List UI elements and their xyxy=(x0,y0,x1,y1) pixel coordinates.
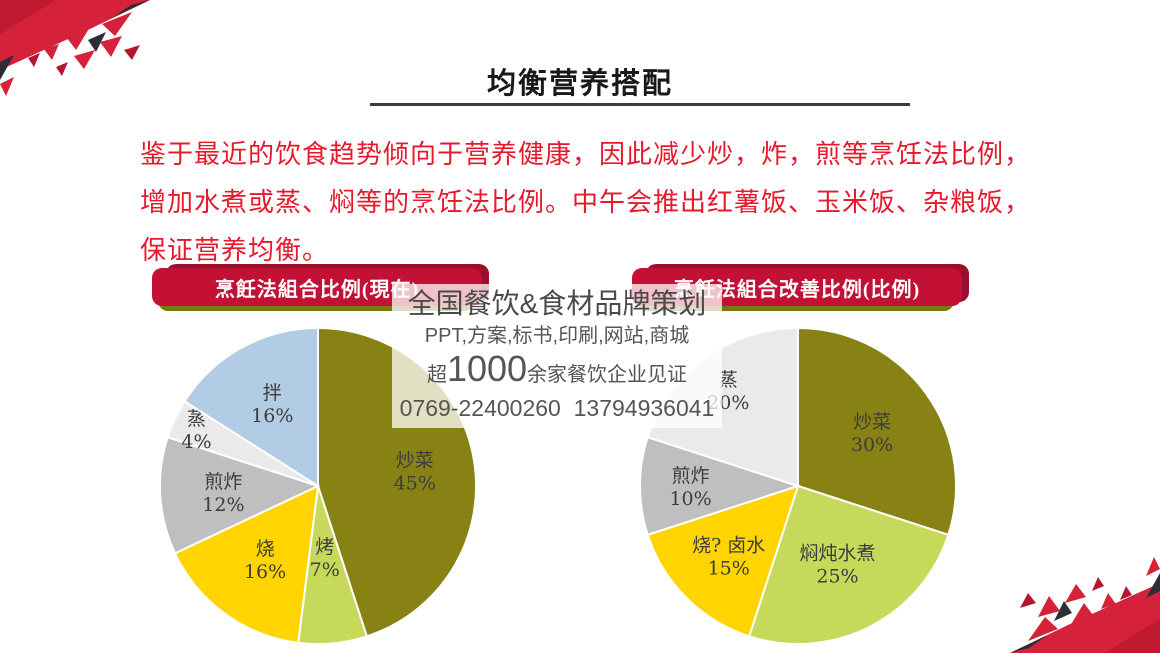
pie-slice xyxy=(747,484,950,646)
pie-slice xyxy=(173,484,320,644)
corner-triangles-decoration-icon xyxy=(1010,557,1160,653)
pie-slice-label: 煎炸 10% xyxy=(669,465,711,510)
pie-slice-label: 炒菜 30% xyxy=(851,411,893,456)
pie-slice-label: 煎炸 12% xyxy=(202,471,244,516)
banner-stripe xyxy=(158,301,474,311)
body-line-3: 保证营养均衡。 xyxy=(140,235,330,265)
pie-slice-label: 蒸 4% xyxy=(181,408,211,453)
pie-slice xyxy=(638,435,802,537)
watermark-phone: 0769-22400260 13794936041 xyxy=(399,395,715,421)
banner-stripe xyxy=(638,301,954,311)
pie-slice-label: 炒菜 45% xyxy=(394,450,436,495)
watermark-brand: 全国餐饮&食材品牌策划 xyxy=(407,288,707,319)
watermark-claim: 超1000余家餐饮企业见证 xyxy=(426,348,688,389)
pie-slice-label: 烧 16% xyxy=(244,538,286,583)
pie-slice-label: 烤 7% xyxy=(310,536,340,581)
watermark-services: PPT,方案,标书,印刷,网站,商城 xyxy=(424,325,690,347)
body-line-2: 增加水煮或蒸、焖等的烹饪法比例。中午会推出红薯饭、玉米饭、杂粮饭， xyxy=(140,187,1032,217)
pie-slice-label: 焖炖水煮 25% xyxy=(799,542,875,587)
watermark: 全国餐饮&食材品牌策划 PPT,方案,标书,印刷,网站,商城 超1000余家餐饮… xyxy=(392,284,722,428)
body-paragraph: 鉴于最近的饮食趋势倾向于营养健康，因此减少炒，炸，煎等烹饪法比例， 增加水煮或蒸… xyxy=(140,130,1130,274)
pie-slice xyxy=(158,435,321,555)
corner-triangles-decoration-icon xyxy=(0,0,150,96)
title-underline xyxy=(370,103,910,106)
pie-slice-label: 拌 16% xyxy=(251,382,293,427)
pie-slice xyxy=(183,326,319,488)
page-title: 均衡营养搭配 xyxy=(486,68,673,100)
chart-improved-ratio: 烹飪法組合改善比例(比例) 炒菜 30% 焖炖水煮 25% 烧? 卤水 15% 煎炸 10% 蒸… xyxy=(628,264,969,653)
pie-slice-label: 烧? 卤水 15% xyxy=(692,534,765,579)
pie-slice xyxy=(797,326,958,537)
body-line-1: 鉴于最近的饮食趋势倾向于营养健康，因此减少炒，炸，煎等烹饪法比例， xyxy=(140,139,1032,169)
